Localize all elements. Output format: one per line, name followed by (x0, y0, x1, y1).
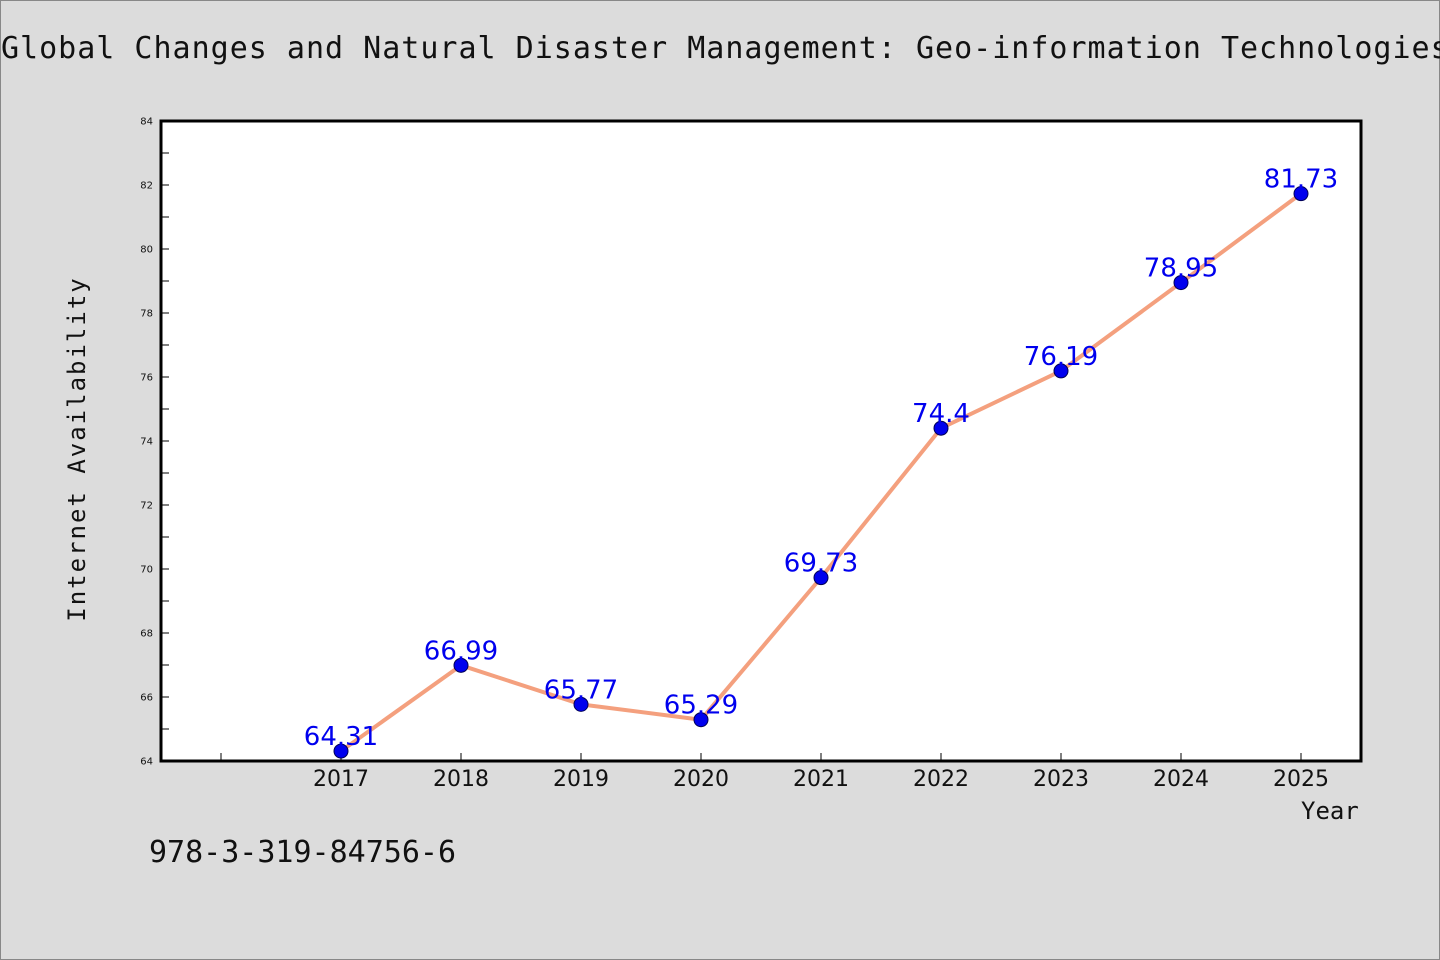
data-point (813, 570, 829, 586)
data-label: 81.73 (1264, 165, 1338, 195)
chart-title: Global Changes and Natural Disaster Mana… (1, 31, 1440, 66)
y-tick-label: 78 (140, 309, 153, 320)
y-tick-label: 70 (140, 565, 153, 576)
data-point (1293, 186, 1309, 202)
data-point (933, 420, 949, 436)
data-point (573, 696, 589, 712)
x-tick-label: 2023 (1033, 767, 1089, 792)
x-tick-label: 2017 (313, 767, 369, 792)
data-label: 65.77 (544, 675, 618, 705)
data-point (333, 743, 349, 759)
data-label: 66.99 (424, 636, 498, 666)
x-tick-label: 2018 (433, 767, 489, 792)
data-point (1173, 275, 1189, 291)
x-axis-label: Year (1301, 797, 1359, 825)
x-tick-label: 2020 (673, 767, 729, 792)
y-tick-label: 68 (140, 629, 153, 640)
plot-area (161, 121, 1361, 761)
y-tick-label: 82 (140, 181, 153, 192)
y-tick-label: 64 (140, 757, 153, 768)
data-label: 65.29 (664, 691, 738, 721)
y-tick-label: 66 (140, 693, 153, 704)
data-label: 64.31 (304, 722, 378, 752)
data-point (453, 657, 469, 673)
y-tick-label: 72 (140, 501, 153, 512)
y-tick-label: 80 (140, 245, 153, 256)
x-tick-label: 2021 (793, 767, 849, 792)
x-tick-label: 2022 (913, 767, 969, 792)
data-label: 69.73 (784, 549, 858, 579)
data-point (693, 712, 709, 728)
axis-ticks: 64 66 68 70 72 74 76 78 80 82 84 2017 2018 2019 2020 20… (140, 117, 1329, 793)
x-tick-label: 2024 (1153, 767, 1209, 792)
y-tick-label: 74 (140, 437, 153, 448)
data-point (1053, 363, 1069, 379)
x-tick-label: 2025 (1273, 767, 1329, 792)
isbn-footer: 978-3-319-84756-6 (149, 835, 457, 870)
x-tick-label: 2019 (553, 767, 609, 792)
y-tick-label: 76 (140, 373, 153, 384)
y-tick-label: 84 (140, 117, 153, 128)
data-label: 78.95 (1144, 254, 1218, 284)
series-group: 64.31 66.99 65.77 65.29 69.73 74.4 76.19 78.95 8… (304, 165, 1338, 759)
data-label: 76.19 (1024, 342, 1098, 372)
data-label: 74.4 (912, 399, 970, 429)
plot-frame (159, 119, 1363, 763)
